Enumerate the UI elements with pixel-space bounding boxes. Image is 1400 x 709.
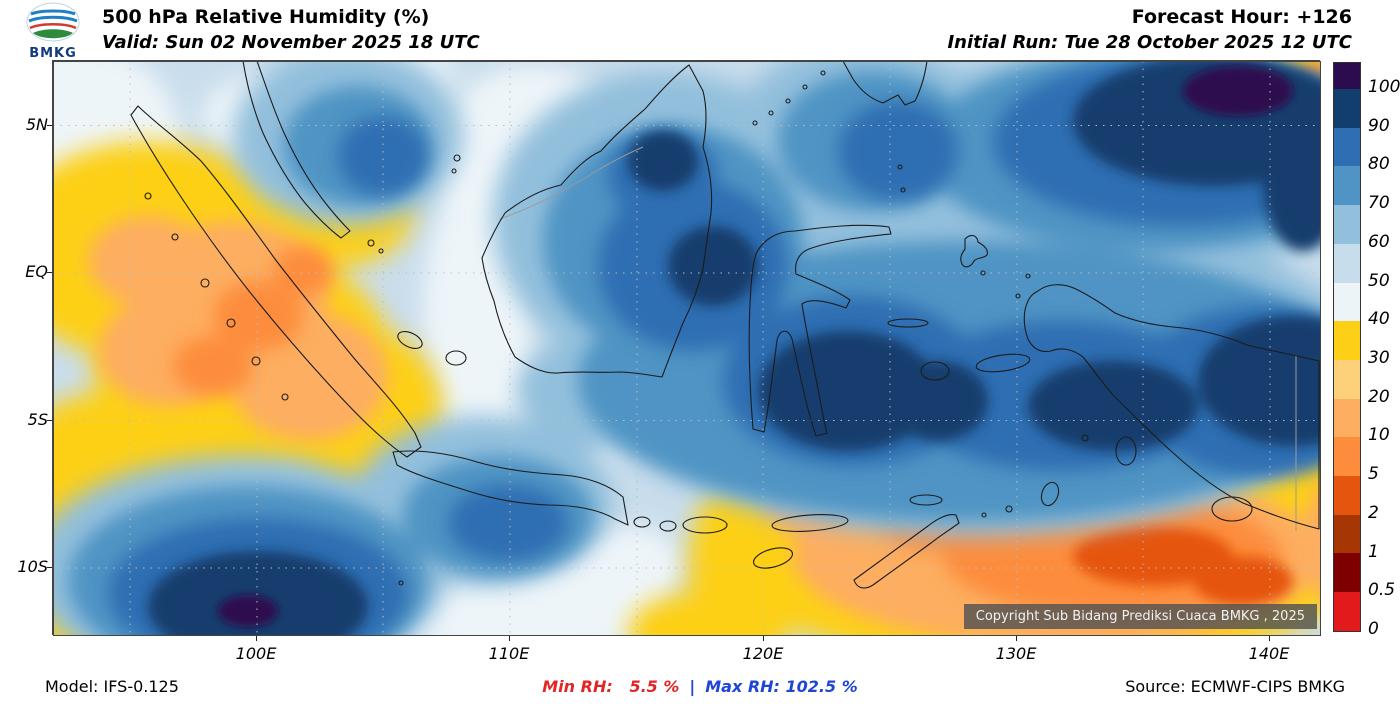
colorbar-label: 60 <box>1368 231 1390 252</box>
colorbar-segment <box>1334 127 1360 167</box>
lat-tick-label: 5N <box>25 115 48 134</box>
initial-run-label: Initial Run: Tue 28 October 2025 12 UTC <box>947 32 1352 53</box>
lon-tick-mark <box>256 636 257 641</box>
colorbar-segment <box>1334 243 1360 283</box>
colorbar-label: 0.5 <box>1368 580 1396 601</box>
minmax-row: Min RH: 5.5 % | Max RH: 102.5 % <box>0 677 1400 696</box>
source-label: Source: ECMWF-CIPS BMKG <box>1125 677 1345 696</box>
lon-tick-label: 120E <box>742 644 784 663</box>
colorbar-segment <box>1334 282 1360 322</box>
colorbar-segment <box>1334 166 1360 206</box>
lat-tick-mark <box>47 272 52 273</box>
colorbar-segment <box>1334 89 1360 128</box>
colorbar-segment <box>1334 398 1360 438</box>
lon-tick-mark <box>1016 636 1017 641</box>
colorbar-segment <box>1334 205 1360 244</box>
lon-tick-label: 130E <box>995 644 1037 663</box>
colorbar-segment <box>1334 437 1360 477</box>
colorbar-segment <box>1334 476 1360 515</box>
colorbar-segment <box>1334 592 1360 631</box>
model-label: Model: IFS-0.125 <box>45 677 179 696</box>
colorbar-segment <box>1334 553 1360 593</box>
colorbar-label: 40 <box>1368 309 1390 330</box>
colorbar-label: 50 <box>1368 270 1390 291</box>
colorbar-segment <box>1334 63 1360 89</box>
copyright-overlay: Copyright Sub Bidang Prediksi Cuaca BMKG… <box>963 604 1317 629</box>
lat-tick-mark <box>47 125 52 126</box>
lon-tick-mark <box>1269 636 1270 641</box>
colorbar <box>1333 62 1361 632</box>
lat-tick-label: 10S <box>17 557 48 576</box>
lon-tick-mark <box>509 636 510 641</box>
lon-tick-label: 140E <box>1248 644 1290 663</box>
forecast-hour-label: Forecast Hour: +126 <box>1131 6 1352 28</box>
colorbar-labels: 100 90 80 70 60 50 40 30 20 10 5 2 1 0.5 0 <box>1368 62 1400 639</box>
colorbar-label: 80 <box>1368 154 1390 175</box>
field-over-100 <box>218 66 1293 627</box>
lat-tick-label: 5S <box>27 410 48 429</box>
bmkg-logo: BMKG <box>10 2 96 61</box>
lon-tick-mark <box>763 636 764 641</box>
colorbar-label: 10 <box>1368 425 1390 446</box>
plot-frame <box>53 61 1321 636</box>
map-plot: Copyright Sub Bidang Prediksi Cuaca BMKG… <box>52 60 1321 636</box>
lat-tick-mark <box>47 420 52 421</box>
lon-tick-label: 100E <box>235 644 277 663</box>
colorbar-segment <box>1334 321 1360 360</box>
colorbar-label: 5 <box>1368 464 1379 485</box>
max-rh-value: Max RH: 102.5 % <box>705 677 858 696</box>
colorbar-label: 0 <box>1368 619 1379 639</box>
colorbar-label: 70 <box>1368 193 1390 214</box>
minmax-separator: | <box>689 677 696 696</box>
colorbar-label: 1 <box>1368 541 1379 562</box>
colorbar-label: 2 <box>1368 502 1379 523</box>
colorbar-segment <box>1334 359 1360 399</box>
bmkg-logo-icon <box>26 2 80 42</box>
rh-field-map <box>53 61 1321 636</box>
lat-tick-mark <box>47 567 52 568</box>
valid-time-label: Valid: Sun 02 November 2025 18 UTC <box>102 32 480 53</box>
coastlines <box>130 61 1320 589</box>
lat-tick-label: EQ <box>25 262 48 281</box>
colorbar-label: 90 <box>1368 115 1390 136</box>
colorbar-label: 20 <box>1368 386 1390 407</box>
colorbar-label: 100 <box>1368 77 1400 97</box>
min-rh-value: Min RH: 5.5 % <box>542 677 680 696</box>
country-borders <box>499 146 1297 531</box>
page-title: 500 hPa Relative Humidity (%) <box>102 6 430 28</box>
colorbar-label: 30 <box>1368 348 1390 368</box>
lon-tick-label: 110E <box>488 644 530 663</box>
colorbar-segment <box>1334 514 1360 554</box>
bmkg-logo-text: BMKG <box>29 46 77 61</box>
